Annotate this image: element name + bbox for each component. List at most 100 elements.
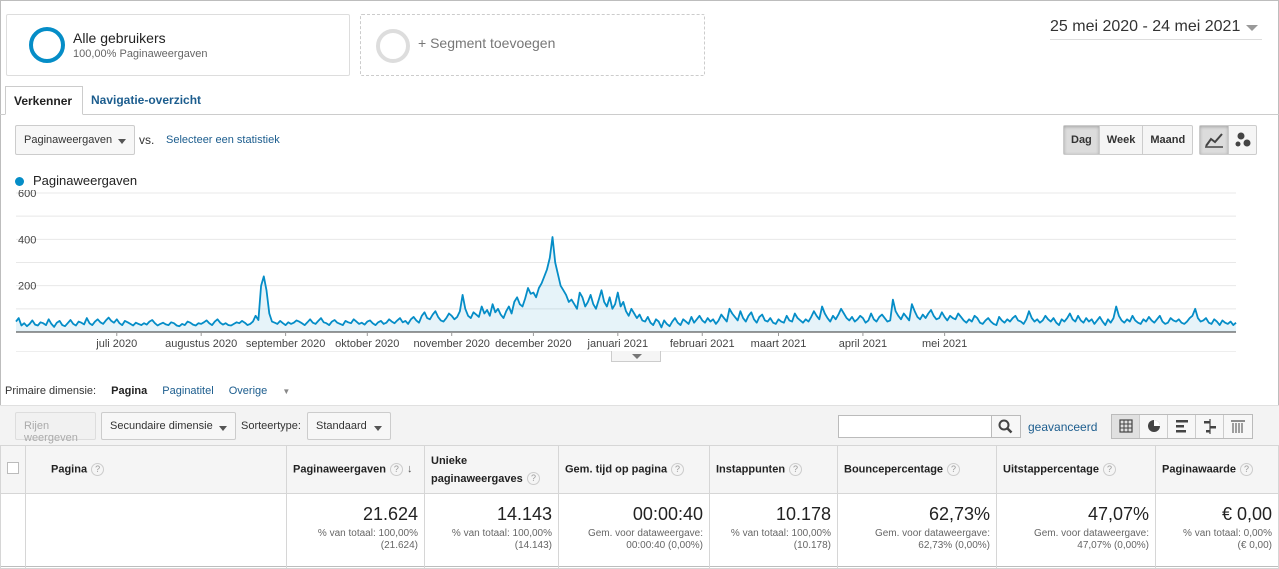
- metric-select[interactable]: Paginaweergaven: [15, 125, 135, 155]
- col-bounce-rate-label: Bouncepercentage: [844, 463, 944, 476]
- dimension-other-label: Overige: [228, 385, 268, 397]
- view-percentage-button[interactable]: [1140, 415, 1168, 438]
- total-note: Gem. voor dataweergave:: [874, 528, 990, 539]
- help-icon[interactable]: ?: [671, 463, 685, 476]
- col-page-value-label: Paginawaarde: [1162, 463, 1236, 476]
- total-note: 47,07% (0,00%): [1077, 540, 1149, 551]
- dimension-page[interactable]: Pagina: [111, 385, 148, 397]
- total-value: 00:00:40: [632, 504, 703, 524]
- totals-exit-rate: 47,07% Gem. voor dataweergave: 47,07% (0,0…: [996, 493, 1156, 569]
- chevron-down-icon: [118, 139, 126, 144]
- select-statistic-link[interactable]: Selecteer een statistiek: [166, 134, 280, 146]
- help-icon[interactable]: ?: [389, 463, 403, 476]
- primary-dimension-label: Primaire dimensie:: [5, 385, 97, 397]
- chevron-down-icon: ▼: [282, 387, 291, 396]
- total-note: 62,73% (0,00%): [918, 540, 990, 551]
- total-value: 10.178: [775, 504, 831, 524]
- segment-ring-icon: [29, 27, 65, 63]
- select-all-checkbox[interactable]: [7, 462, 19, 474]
- tab-navigation-summary[interactable]: Navigatie-overzicht: [91, 93, 202, 107]
- report-tabs: Verkenner Navigatie-overzicht: [0, 86, 1279, 115]
- dimension-other[interactable]: Overige ▼: [229, 385, 303, 397]
- help-icon[interactable]: ?: [1239, 463, 1253, 476]
- totals-unique-pageviews: 14.143 % van totaal: 100,00% (14.143): [424, 493, 559, 569]
- series-line: [15, 236, 1237, 329]
- show-rows-button[interactable]: Rijen weergeven: [15, 412, 96, 444]
- col-exit-rate-label: Uitstappercentage: [1003, 463, 1099, 476]
- primary-dimension-bar: Primaire dimensie: Pagina Paginatitel Ov…: [5, 385, 314, 397]
- secondary-dimension-select[interactable]: Secundaire dimensie: [101, 412, 236, 440]
- help-icon[interactable]: ?: [91, 463, 105, 476]
- help-icon[interactable]: ?: [527, 472, 540, 486]
- x-tick-label: juli 2020: [95, 338, 137, 350]
- view-pivot-button[interactable]: [1224, 415, 1252, 438]
- view-data-button[interactable]: [1112, 415, 1140, 438]
- motion-chart-button[interactable]: [1229, 126, 1257, 154]
- line-chart-icon: [1205, 133, 1223, 148]
- totals-pageviews: 21.624 % van totaal: 100,00% (21.624): [286, 493, 425, 569]
- segment-card-all-users[interactable]: Alle gebruikers 100,00% Paginaweergaven: [6, 14, 350, 76]
- view-comparison-button[interactable]: [1196, 415, 1224, 438]
- col-unique-pageviews-label: Unieke paginaweergaves: [431, 454, 523, 485]
- sort-descending-icon: ↓: [406, 463, 413, 476]
- x-tick-label: september 2020: [246, 338, 326, 350]
- col-avg-time[interactable]: Gem. tijd op pagina?: [558, 445, 710, 494]
- totals-empty-cell: [0, 493, 26, 569]
- col-page-value[interactable]: Paginawaarde?: [1155, 445, 1279, 494]
- granularity-week-button[interactable]: Week: [1100, 126, 1144, 154]
- chevron-down-icon: [219, 426, 227, 431]
- col-pageviews[interactable]: Paginaweergaven? ↓: [286, 445, 425, 494]
- view-performance-button[interactable]: [1168, 415, 1196, 438]
- total-value: 62,73%: [928, 504, 990, 524]
- dimension-page-title[interactable]: Paginatitel: [162, 385, 214, 397]
- help-icon[interactable]: ?: [789, 463, 803, 476]
- advanced-filter-link[interactable]: geavanceerd: [1028, 420, 1098, 434]
- col-bounce-rate[interactable]: Bouncepercentage?: [837, 445, 997, 494]
- table-toolbar: Rijen weergeven Secundaire dimensie Sort…: [0, 405, 1279, 445]
- segment-title: Alle gebruikers: [73, 30, 166, 46]
- pie-chart-icon: [1148, 420, 1160, 432]
- table-search-input[interactable]: [838, 415, 992, 438]
- x-tick-label: mei 2021: [922, 338, 967, 350]
- y-tick-label: 200: [18, 281, 36, 293]
- granularity-month-button[interactable]: Maand: [1150, 134, 1186, 146]
- pageviews-chart: 600 400 200 juli 2020 augustus 2020 september…: [15, 190, 1237, 352]
- col-page[interactable]: Pagina?: [25, 445, 287, 494]
- grid-icon: [1119, 419, 1133, 433]
- table-totals-row: 21.624% van totaal: 100,00% (21.624) 14.1…: [0, 493, 1279, 569]
- empty-segment-ring-icon: [376, 29, 410, 63]
- col-unique-pageviews[interactable]: Unieke paginaweergaves?: [424, 445, 559, 494]
- select-all-cell: [0, 445, 26, 494]
- total-value: 47,07%: [1087, 504, 1149, 524]
- line-chart-button[interactable]: [1200, 126, 1229, 154]
- total-note: Gem. voor dataweergave:: [587, 528, 703, 539]
- add-segment-button[interactable]: + Segment toevoegen: [360, 14, 705, 76]
- col-entrances-label: Instappunten: [716, 463, 786, 476]
- table-search-button[interactable]: [991, 415, 1021, 438]
- col-entrances[interactable]: Instappunten?: [709, 445, 838, 494]
- chevron-down-icon: [374, 426, 382, 431]
- x-tick-label: maart 2021: [751, 338, 807, 350]
- totals-entrances: 10.178 % van totaal: 100,00% (10.178): [709, 493, 838, 569]
- legend-series-label: Paginaweergaven: [33, 173, 138, 188]
- col-avg-time-label: Gem. tijd op pagina: [565, 463, 668, 476]
- col-pageviews-label: Paginaweergaven: [293, 463, 386, 476]
- help-icon[interactable]: ?: [947, 463, 961, 476]
- secondary-dimension-label: Secundaire dimensie: [110, 420, 213, 432]
- total-note: % van totaal: 0,00%: [1183, 528, 1272, 539]
- total-note: (14.143): [514, 540, 552, 551]
- col-exit-rate[interactable]: Uitstappercentage?: [996, 445, 1156, 494]
- tab-explorer[interactable]: Verkenner: [5, 86, 83, 115]
- total-value: 21.624: [362, 504, 418, 524]
- report-table: Pagina? Paginaweergaven? ↓ Unieke paginaw…: [0, 445, 1279, 569]
- totals-bounce-rate: 62,73% Gem. voor dataweergave: 62,73% (0,0…: [837, 493, 997, 569]
- chart-collapse-handle[interactable]: [611, 351, 661, 362]
- date-range-picker[interactable]: 25 mei 2020 - 24 mei 2021: [1050, 18, 1262, 40]
- sort-type-select[interactable]: Standaard: [307, 412, 391, 440]
- x-tick-label: april 2021: [839, 338, 887, 350]
- metric-select-value: Paginaweergaven: [24, 134, 113, 146]
- granularity-day-button[interactable]: Dag: [1064, 126, 1100, 154]
- help-icon[interactable]: ?: [1102, 463, 1116, 476]
- bubble-chart-icon: [1235, 132, 1251, 147]
- vs-label: vs.: [139, 133, 155, 147]
